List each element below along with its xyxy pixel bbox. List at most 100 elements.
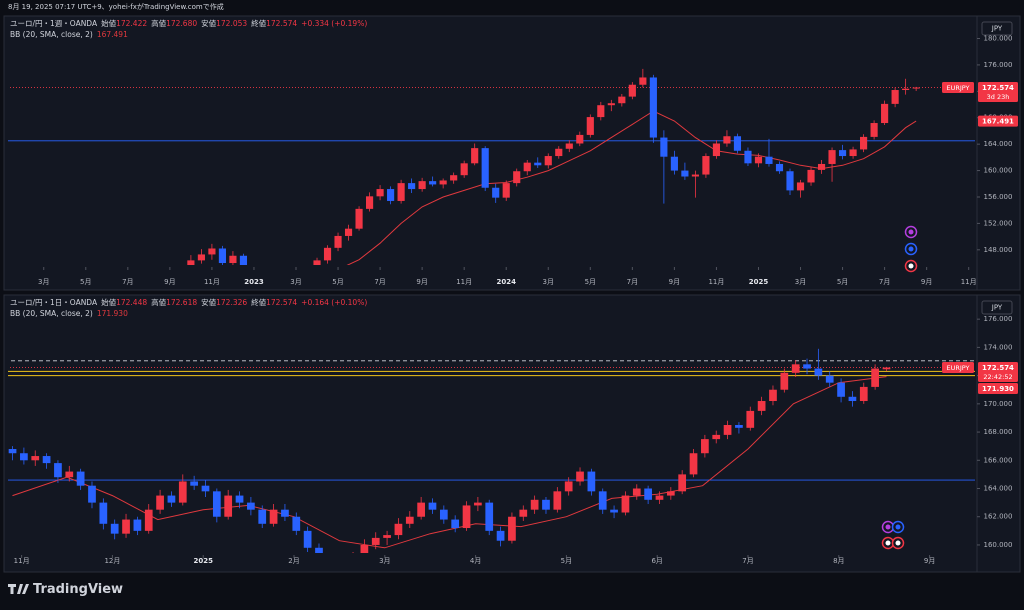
x-tick-label: 8月: [833, 557, 844, 565]
bb-basis-line: [346, 110, 917, 265]
candle-body: [239, 255, 248, 265]
x-tick-label: 3月: [543, 278, 554, 286]
candle-body: [42, 456, 51, 464]
candle-body: [555, 148, 563, 157]
price-tag-label: 171.930: [982, 385, 1014, 393]
candle-body: [224, 495, 233, 517]
candle-body: [871, 368, 879, 387]
y-tick-label: 176.000: [984, 61, 1013, 69]
candle-body: [376, 189, 384, 197]
legend-field-value: 172.448: [116, 298, 147, 307]
legend-field-value: 172.574: [266, 298, 297, 307]
candle-body: [848, 396, 857, 402]
candle-body: [775, 163, 784, 172]
candle-body: [197, 254, 205, 261]
candle-body: [796, 182, 805, 191]
y-tick-label: 166.000: [984, 456, 1013, 464]
candle-body: [860, 136, 868, 150]
candle-body: [281, 509, 289, 517]
x-tick-label: 11月: [204, 278, 220, 286]
legend-field-label: 高値: [151, 18, 166, 28]
x-tick-label: 9月: [416, 278, 427, 286]
x-tick-label: 9月: [669, 278, 680, 286]
candle-body: [691, 174, 699, 177]
candle-body: [418, 181, 426, 190]
legend-field-value: 172.422: [116, 19, 147, 28]
candle-body: [474, 502, 482, 506]
y-tick-label: 176.000: [984, 315, 1013, 323]
y-tick-label: 164.000: [984, 140, 1013, 148]
candle-body: [269, 509, 278, 524]
candle-body: [496, 530, 505, 541]
price-tag-label: 167.491: [982, 117, 1014, 125]
x-tick-label: 2月: [288, 557, 299, 565]
x-tick-label: 7月: [879, 278, 890, 286]
legend-field-value: 172.574: [266, 19, 297, 28]
legend-symbol: ユーロ/円・1週・OANDA: [10, 19, 98, 28]
candle-body: [565, 143, 573, 149]
candle-body: [54, 463, 62, 478]
candle-body: [460, 163, 468, 176]
legend-field-value: 172.680: [166, 19, 197, 28]
x-tick-label: 5月: [585, 278, 596, 286]
event-icon-dot: [895, 524, 901, 530]
candle-body: [586, 117, 594, 135]
x-tick-label: 9月: [921, 278, 932, 286]
candle-body: [65, 471, 74, 478]
candle-body: [689, 453, 698, 475]
price-tag-sub: 22:42:52: [983, 373, 1012, 381]
x-tick-label: 9月: [164, 278, 175, 286]
candle-body: [313, 260, 321, 265]
candle-body: [133, 519, 142, 531]
price-tag-label: 172.574: [982, 84, 1014, 92]
ticker-label: EURJPY: [946, 364, 969, 372]
x-tick-label: 5月: [332, 278, 343, 286]
x-tick-label: 7月: [374, 278, 385, 286]
y-tick-label: 156.000: [984, 193, 1013, 201]
candle-body: [618, 96, 626, 104]
candle-body: [485, 502, 494, 531]
legend: ユーロ/円・1日・OANDA 始値172.448 高値172.618 安値172.32…: [10, 297, 367, 307]
indicator-legend: BB (20, SMA, close, 2) 171.930: [10, 309, 128, 318]
legend-field-label: 高値: [151, 297, 166, 307]
x-tick-label: 2023: [244, 278, 264, 286]
candle-body: [167, 495, 176, 503]
candle-body: [366, 196, 374, 209]
x-tick-label: 12月: [104, 557, 120, 565]
x-tick-label: 2024: [496, 278, 516, 286]
candle-body: [247, 502, 255, 510]
bb-basis-line: [12, 376, 887, 549]
x-tick-label: 5月: [80, 278, 91, 286]
x-tick-label: 7月: [122, 278, 133, 286]
candle-body: [218, 248, 226, 264]
x-tick-label: 3月: [379, 557, 390, 565]
y-tick-label: 160.000: [984, 167, 1013, 175]
candle-body: [523, 162, 531, 172]
x-tick-label: 3月: [290, 278, 301, 286]
candle-body: [31, 456, 40, 461]
plot-area: [8, 68, 975, 265]
candle-body: [735, 425, 743, 428]
candle-body: [701, 439, 709, 454]
candle-body: [597, 105, 605, 118]
candle-body: [534, 162, 542, 166]
candle-body: [513, 171, 521, 184]
brand: TradingView: [33, 582, 123, 597]
candle-body: [660, 137, 668, 157]
candle-body: [881, 103, 889, 124]
candle-body: [258, 509, 267, 524]
event-icon-dot: [908, 229, 914, 235]
candle-body: [187, 260, 195, 265]
candle-body: [360, 544, 369, 553]
candle-body: [530, 499, 539, 510]
y-tick-label: 148.000: [984, 246, 1013, 254]
candle-body: [765, 156, 773, 164]
candle-body: [678, 474, 687, 492]
candle-body: [178, 481, 187, 503]
x-tick-label: 11月: [961, 278, 977, 286]
candle-body: [303, 530, 312, 548]
panel-background: [3, 15, 1021, 291]
x-tick-label: 3月: [38, 278, 49, 286]
candle-body: [644, 488, 652, 500]
